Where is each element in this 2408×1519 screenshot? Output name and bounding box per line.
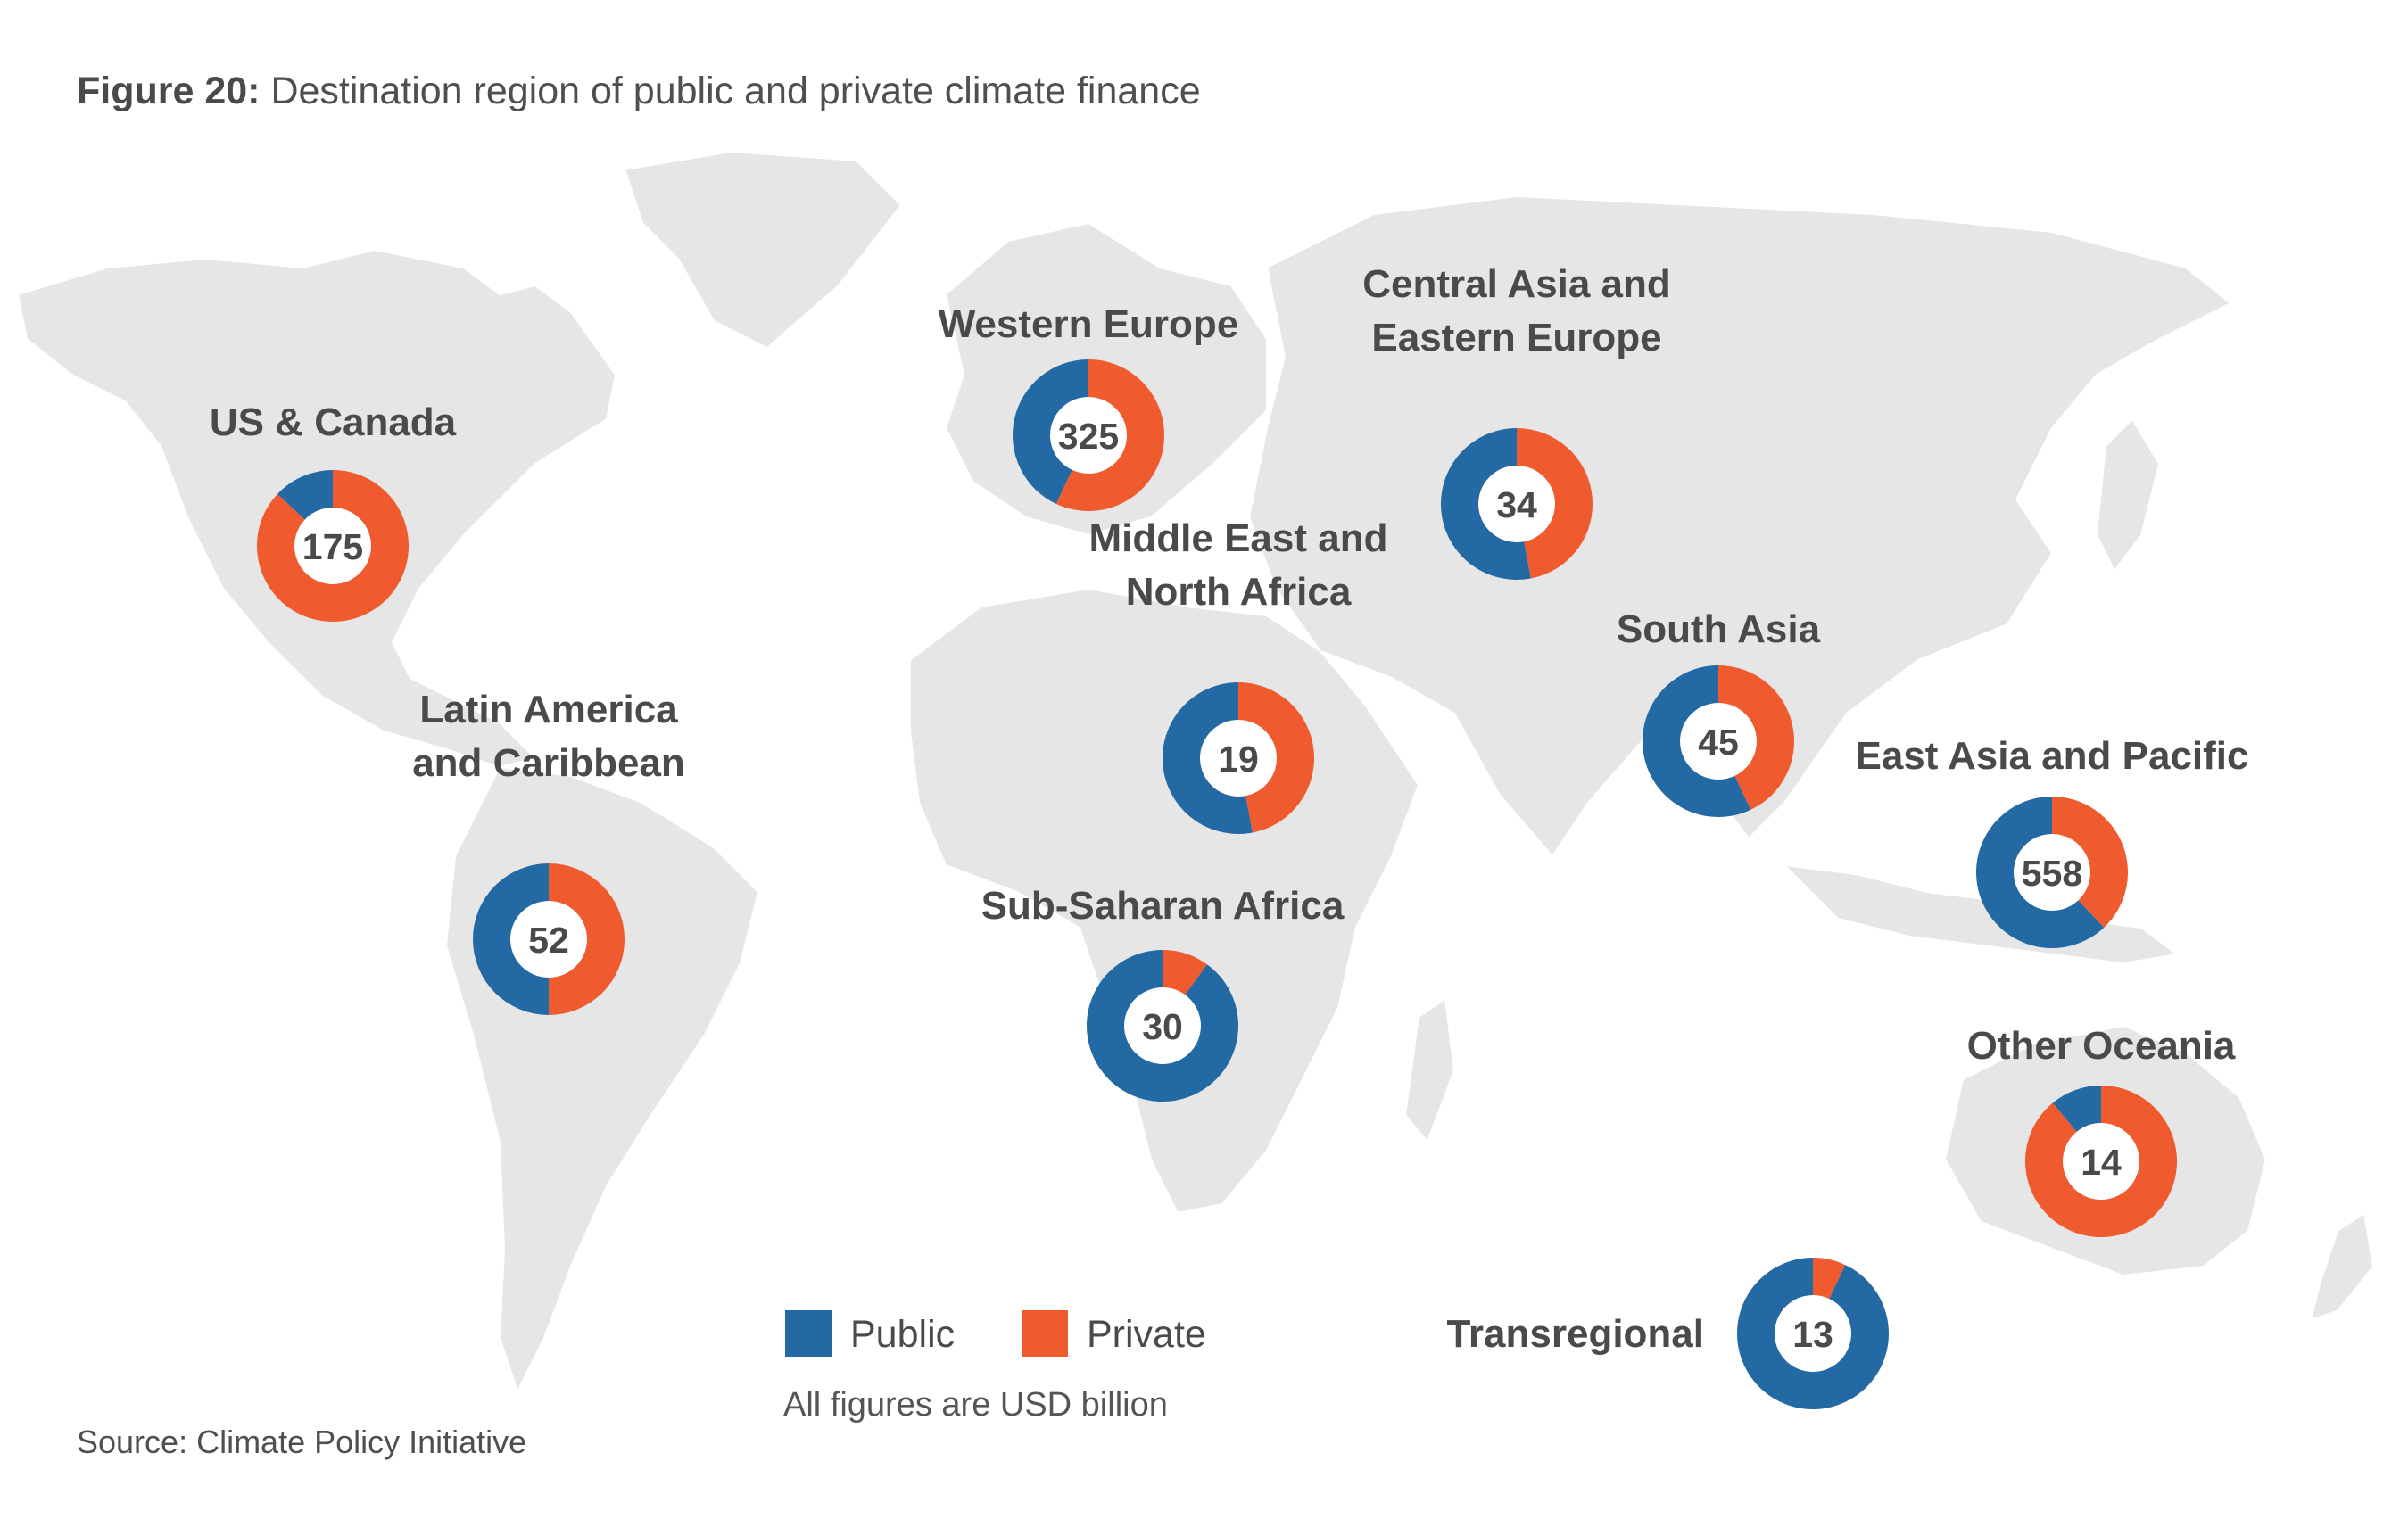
- region-label-line: Transregional: [1446, 1312, 1704, 1356]
- donut-slice-private: [1238, 682, 1314, 833]
- donut-slice-public: [1976, 797, 2105, 948]
- donut-hole: [1680, 703, 1757, 780]
- donut-hole: [2063, 1123, 2139, 1200]
- region-label: US & Canada: [210, 400, 457, 444]
- donut-hole: [1050, 397, 1127, 474]
- donut-western-europe: 325 Western Europe: [939, 302, 1239, 511]
- legend-note: All figures are USD billion: [783, 1386, 1168, 1424]
- region-label: Central Asia and Eastern Europe: [1362, 262, 1671, 359]
- donut-slice-private: [1517, 428, 1593, 579]
- donut-south-asia: 45 South Asia: [1617, 607, 1821, 818]
- region-label-line: Latin America: [419, 688, 678, 731]
- figure-title-text: Destination region of public and private…: [270, 70, 1201, 112]
- donut-slice-private: [256, 470, 409, 622]
- region-label-line: Central Asia and: [1362, 262, 1671, 306]
- donut-layer: 175 US & Canada 325 Western Europe 34 Central…: [210, 262, 2249, 1410]
- region-label: Latin America and Caribbean: [412, 688, 685, 785]
- donut-slice-private: [1813, 1258, 1846, 1300]
- donut-value: 34: [1496, 484, 1537, 525]
- region-label-line: Western Europe: [939, 302, 1239, 346]
- donut-value: 52: [528, 920, 569, 961]
- region-label: Western Europe: [939, 302, 1239, 346]
- donut-hole: [1200, 720, 1277, 797]
- donut-transregional: 13 Transregional: [1446, 1258, 1890, 1410]
- region-label-line: Sub-Saharan Africa: [981, 884, 1345, 928]
- donut-slice-public: [1737, 1258, 1890, 1410]
- donut-slice-public: [472, 863, 549, 1015]
- donut-value: 325: [1058, 416, 1119, 457]
- donut-value: 30: [1142, 1006, 1183, 1047]
- map-south-america: [444, 765, 760, 1394]
- region-label: South Asia: [1617, 607, 1821, 651]
- donut-value: 558: [2022, 853, 2082, 894]
- donut-value: 175: [302, 526, 363, 567]
- donut-hole: [1124, 987, 1201, 1064]
- legend: Public Private All figures are USD billi…: [783, 1310, 1206, 1424]
- map-japan: [2095, 417, 2161, 573]
- donut-other-oceania: 14 Other Oceania: [1967, 1024, 2236, 1238]
- donut-slice-private: [2052, 797, 2128, 928]
- region-label: Other Oceania: [1967, 1024, 2236, 1068]
- donut-sub-saharan-africa: 30 Sub-Saharan Africa: [981, 884, 1345, 1102]
- region-label-line: and Caribbean: [412, 741, 685, 785]
- donut-slice-private: [1718, 665, 1794, 810]
- region-label-line: East Asia and Pacific: [1855, 734, 2248, 778]
- donut-us-canada: 175 US & Canada: [210, 400, 457, 622]
- donut-hole: [2014, 834, 2090, 911]
- donut-central-asia-and-eastern-europe: 34 Central Asia and Eastern Europe: [1362, 262, 1671, 580]
- source-note: Source: Climate Policy Initiative: [77, 1424, 527, 1460]
- region-label-line: US & Canada: [210, 400, 457, 444]
- donut-east-asia-and-pacific: 558 East Asia and Pacific: [1855, 734, 2249, 948]
- region-label: Transregional: [1446, 1312, 1704, 1356]
- donut-slice-private: [1055, 359, 1164, 511]
- donut-middle-east-and-north-africa: 19 Middle East and North Africa: [1089, 516, 1388, 834]
- donut-slice-public: [1087, 950, 1239, 1102]
- donut-hole: [294, 508, 371, 584]
- map-madagascar: [1403, 997, 1456, 1143]
- map-new-zealand: [2309, 1211, 2375, 1322]
- map-greenland: [623, 150, 903, 350]
- donut-slice-private: [549, 863, 625, 1015]
- donut-slice-private: [2024, 1086, 2177, 1238]
- donut-hole: [1478, 466, 1555, 542]
- region-label-line: Other Oceania: [1967, 1024, 2236, 1068]
- legend-label-private: Private: [1087, 1313, 1206, 1356]
- donut-hole: [1775, 1295, 1851, 1372]
- donut-value: 19: [1218, 739, 1259, 780]
- donut-slice-public: [1643, 665, 1751, 818]
- donut-slice-public: [2052, 1086, 2101, 1132]
- donut-slice-private: [1163, 950, 1207, 995]
- donut-value: 45: [1698, 722, 1739, 763]
- region-label-line: North Africa: [1126, 570, 1352, 614]
- region-label-line: South Asia: [1617, 607, 1821, 651]
- donut-slice-public: [277, 470, 333, 520]
- donut-slice-public: [1440, 428, 1531, 580]
- donut-slice-public: [1013, 359, 1088, 504]
- region-label: Middle East and North Africa: [1089, 516, 1388, 614]
- map-asia: [1247, 194, 2232, 858]
- donut-latin-america-and-caribbean: 52 Latin America and Caribbean: [412, 688, 685, 1015]
- donut-slice-public: [1163, 682, 1253, 834]
- region-label-line: Middle East and: [1089, 516, 1388, 560]
- donut-value: 14: [2081, 1142, 2122, 1183]
- legend-swatch-public: [785, 1310, 832, 1357]
- donut-value: 13: [1792, 1314, 1833, 1355]
- donut-hole: [510, 901, 587, 978]
- legend-label-public: Public: [850, 1313, 955, 1356]
- figure-title-number: Figure 20:: [77, 70, 261, 112]
- region-label: Sub-Saharan Africa: [981, 884, 1345, 928]
- region-label-line: Eastern Europe: [1371, 316, 1661, 359]
- figure-title: Figure 20: Destination region of public …: [77, 70, 1201, 113]
- legend-swatch-private: [1022, 1310, 1068, 1357]
- region-label: East Asia and Pacific: [1855, 734, 2248, 778]
